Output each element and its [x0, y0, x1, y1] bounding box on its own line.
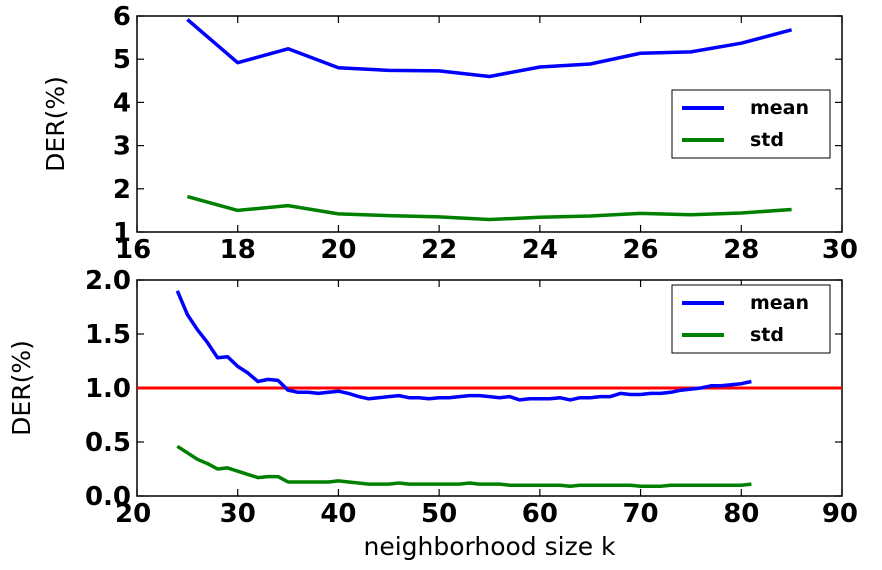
- x-tick-label: 50: [421, 499, 457, 529]
- y-tick-label: 4: [113, 88, 131, 118]
- series-line-mean: [175, 290, 752, 402]
- legend-label-mean: mean: [750, 292, 809, 314]
- y-tick-label: 1.5: [85, 320, 131, 350]
- x-tick-label: 20: [320, 235, 356, 265]
- y-tick-label: 0.5: [85, 428, 131, 458]
- x-tick-label: 90: [822, 499, 858, 529]
- x-tick-label: 20: [115, 499, 151, 529]
- x-tick-label: 70: [622, 499, 658, 529]
- x-tick-label: 30: [822, 235, 858, 265]
- legend-box: [671, 89, 831, 159]
- legend-label-std: std: [750, 129, 784, 151]
- legend: mean std: [671, 284, 831, 354]
- y-axis-label: DER(%): [41, 76, 70, 172]
- x-tick-label: 22: [421, 235, 457, 265]
- series-line-std: [176, 444, 752, 489]
- x-tick-label: 60: [522, 499, 558, 529]
- x-tick-label: 80: [723, 499, 759, 529]
- bottom-chart-panel: 20 30 40 50 60 70 80 90 0.0 0.5 1.0 1.5 2.0 DER(%) nei…: [7, 266, 858, 561]
- legend-box: [671, 284, 831, 354]
- y-tick-label: 1: [113, 218, 131, 248]
- y-tick-label: 6: [113, 2, 131, 32]
- x-tick-label: 26: [622, 235, 658, 265]
- y-tick-label: 2: [113, 175, 131, 205]
- legend-label-mean: mean: [750, 97, 809, 119]
- series-line-std: [186, 194, 792, 222]
- legend: mean std: [671, 89, 831, 159]
- series-line-mean: [186, 18, 793, 79]
- x-tick-label: 18: [220, 235, 256, 265]
- y-tick-label: 1.0: [85, 374, 131, 404]
- y-tick-label: 5: [113, 45, 131, 75]
- x-tick-label: 30: [220, 499, 256, 529]
- x-tick-label: 28: [723, 235, 759, 265]
- y-axis-label: DER(%): [7, 340, 36, 436]
- top-chart-panel: 16 18 20 22 24 26 28 30 1 2 3 4 5 6 DER(%) mean std: [41, 2, 858, 265]
- x-tick-label: 40: [320, 499, 356, 529]
- legend-label-std: std: [750, 324, 784, 346]
- x-tick-label: 24: [522, 235, 558, 265]
- y-tick-label: 0.0: [85, 482, 131, 512]
- y-tick-label: 3: [113, 132, 131, 162]
- y-tick-label: 2.0: [85, 266, 131, 296]
- x-axis-label: neighborhood size k: [363, 532, 616, 561]
- x-tick-label: 16: [115, 235, 151, 265]
